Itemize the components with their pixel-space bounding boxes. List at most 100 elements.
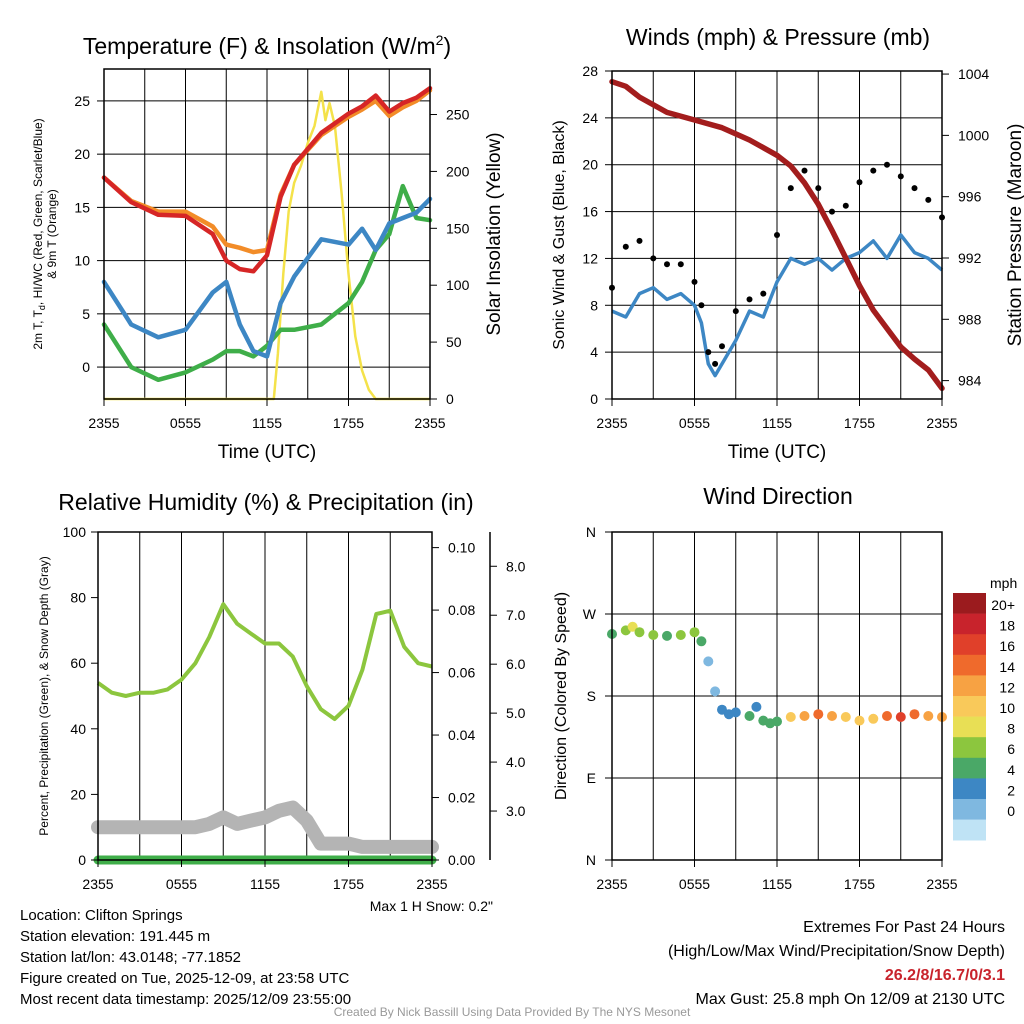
y-tick-label-precip: 0.06 [448, 665, 475, 681]
legend-swatch [953, 634, 986, 656]
direction-point [648, 630, 659, 640]
direction-point [868, 713, 879, 724]
direction-point [854, 715, 865, 726]
snow-note: Max 1 H Snow: 0.2" [370, 898, 493, 914]
temp-xlabel: Time (UTC) [218, 442, 317, 463]
y-tick-label-snow: 4.0 [506, 754, 526, 770]
x-tick-label: 1155 [762, 876, 792, 892]
gust-point [897, 173, 904, 180]
gust-point [801, 167, 808, 174]
y-tick-label-snow: 6.0 [506, 656, 526, 672]
info-recent: Most recent data timestamp: 2025/12/09 2… [20, 991, 352, 1008]
gust-point [677, 261, 684, 268]
y-tick-label-direction: N [586, 852, 596, 868]
legend-swatch [953, 799, 986, 820]
y-tick-label-right: 984 [958, 373, 982, 389]
x-tick-label: 2355 [596, 415, 627, 431]
x-tick-label: 0555 [679, 415, 710, 431]
winds-series [609, 78, 945, 392]
info-location: Location: Clifton Springs [20, 907, 183, 924]
legend-swatch [953, 593, 986, 614]
direction-point [627, 621, 638, 632]
legend-swatch [953, 613, 986, 635]
gust-point [698, 302, 705, 309]
info-elevation: Station elevation: 191.445 m [20, 928, 211, 945]
direction-point [634, 627, 645, 638]
direction-point [744, 711, 755, 721]
legend-label: 2 [1007, 782, 1015, 798]
snow-depth-line [91, 800, 439, 854]
y-tick-label-precip: 0.04 [448, 727, 475, 743]
y-tick-label-precip: 0.08 [448, 602, 475, 618]
direction-point [895, 712, 906, 722]
gust-point [815, 185, 822, 192]
y-tick-label-left: 60 [70, 655, 86, 671]
temp-ylabel-right: Solar Insolation (Yellow) [484, 132, 505, 335]
x-tick-label: 2355 [416, 876, 447, 892]
y-tick-label-left: 5 [82, 306, 90, 322]
legend-swatch [953, 737, 986, 759]
y-tick-label-left: 28 [582, 63, 598, 79]
x-tick-label: 2355 [88, 415, 119, 431]
info-created: Figure created on Tue, 2025-12-09, at 23… [20, 970, 350, 987]
y-tick-label-direction: W [583, 606, 597, 622]
y-tick-label-direction: S [587, 688, 596, 704]
direction-point [923, 711, 934, 721]
extremes-block: Extremes For Past 24 Hours (High/Low/Max… [668, 916, 1005, 1012]
legend-swatch [953, 696, 986, 717]
x-tick-label: 1155 [250, 876, 280, 892]
y-tick-label-snow: 7.0 [506, 607, 526, 623]
x-tick-label: 2355 [414, 415, 445, 431]
y-tick-label-right: 992 [958, 250, 982, 266]
wind-direction-points [607, 621, 947, 729]
y-tick-label-left: 0 [78, 852, 86, 868]
gust-point [774, 232, 780, 238]
wind-direction-ylabel: Direction (Colored By Speed) [553, 592, 570, 800]
gust-point [856, 179, 863, 186]
direction-point [882, 711, 892, 721]
direction-point [813, 709, 824, 720]
legend-label: 0 [1007, 803, 1015, 819]
direction-point [662, 630, 672, 641]
winds-title: Winds (mph) & Pressure (mb) [626, 24, 930, 50]
winds-xlabel: Time (UTC) [728, 442, 827, 463]
legend-swatch [953, 757, 986, 779]
y-tick-label-right: 996 [958, 189, 982, 205]
x-tick-label: 1155 [252, 415, 282, 431]
wind-direction-grid [612, 532, 942, 860]
direction-point [909, 709, 920, 720]
gust-point [712, 360, 719, 367]
legend-swatch [953, 654, 986, 676]
y-tick-label-left: 15 [74, 199, 90, 215]
gust-point [705, 349, 712, 356]
extremes-values: 26.2/8/16.7/0/3.1 [884, 967, 1005, 984]
x-tick-label: 1155 [762, 415, 792, 431]
x-tick-label: 1755 [333, 876, 364, 892]
winds-axes: 0 4 8 12 16 20 24 28 984 988 992 996 1000 1004 2355 055… [582, 63, 989, 431]
gust-point [622, 243, 629, 250]
y-tick-label-left: 0 [82, 359, 90, 375]
extremes-subtitle: (High/Low/Max Wind/Precipitation/Snow De… [667, 943, 1005, 960]
direction-point [696, 636, 707, 647]
winds-ylabel-left: Sonic Wind & Gust (Blue, Black) [551, 120, 568, 349]
y-tick-label-right: 0 [446, 391, 454, 407]
gust-point [636, 237, 643, 244]
legend-label: 6 [1007, 741, 1015, 757]
gust-point [650, 255, 657, 262]
pressure-line [609, 78, 945, 392]
gust-point [732, 308, 739, 315]
y-tick-label-snow: 3.0 [506, 803, 526, 819]
direction-point [730, 707, 741, 718]
y-tick-label-right: 100 [446, 277, 470, 293]
y-tick-label-left: 12 [582, 250, 598, 266]
legend-label: 10 [999, 700, 1015, 716]
temp-title: Temperature (F) & Insolation (W/m2) [83, 32, 451, 59]
x-tick-label: 0555 [170, 415, 201, 431]
gust-point [787, 185, 794, 192]
y-tick-label-left: 20 [74, 146, 90, 162]
y-tick-label-precip: 0.10 [448, 540, 475, 556]
y-tick-label-left: 0 [590, 391, 598, 407]
temp-ylabel-left-line2: & 9m T (Orange) [45, 189, 59, 279]
y-tick-label-right: 1000 [958, 127, 989, 143]
legend-label: 8 [1007, 721, 1015, 737]
